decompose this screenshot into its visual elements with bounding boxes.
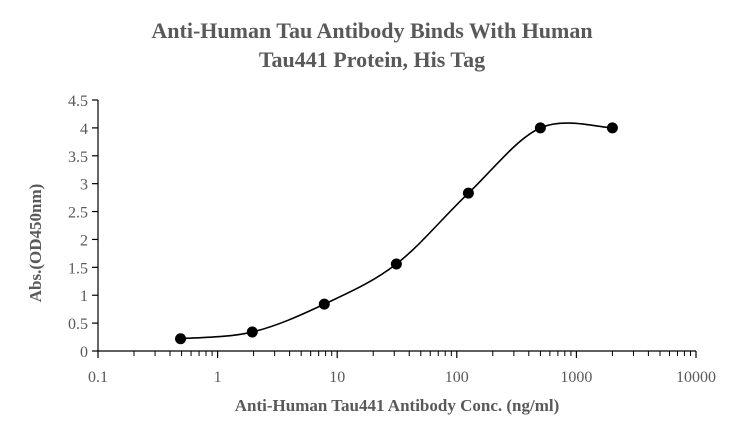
data-point bbox=[390, 258, 402, 270]
y-tick-label: 1.5 bbox=[68, 260, 88, 277]
y-tick-label: 0 bbox=[80, 344, 88, 361]
x-tick-label: 100 bbox=[445, 369, 469, 386]
x-tick-label: 10000 bbox=[676, 369, 716, 386]
y-tick-label: 4.5 bbox=[68, 93, 88, 110]
y-tick-label: 0.5 bbox=[68, 316, 88, 333]
y-tick-label: 4 bbox=[80, 121, 88, 138]
x-tick-label: 1000 bbox=[560, 369, 592, 386]
data-point bbox=[246, 326, 258, 338]
y-tick-label: 1 bbox=[80, 288, 88, 305]
data-point bbox=[606, 122, 618, 134]
y-tick-label: 3.5 bbox=[68, 149, 88, 166]
y-tick-label: 2.5 bbox=[68, 205, 88, 222]
x-tick-label: 10 bbox=[329, 369, 345, 386]
y-axis-title: Abs.(OD450nm) bbox=[26, 184, 45, 303]
chart-title-line-2: Tau441 Protein, His Tag bbox=[259, 47, 485, 72]
data-point bbox=[175, 333, 187, 345]
chart-title-line-1: Anti-Human Tau Antibody Binds With Human bbox=[151, 18, 592, 43]
y-tick-label: 2 bbox=[80, 232, 88, 249]
x-tick-label: 0.1 bbox=[88, 369, 108, 386]
data-point bbox=[318, 298, 330, 310]
series-line bbox=[180, 122, 613, 340]
y-axis: 0 0.5 1 1.5 2 2.5 3 3.5 4 4.5 bbox=[68, 93, 99, 361]
data-series bbox=[175, 122, 618, 345]
data-point bbox=[462, 187, 474, 199]
x-tick-label: 1 bbox=[214, 369, 222, 386]
y-tick-label: 3 bbox=[80, 177, 88, 194]
x-axis: 0.1 1 10 100 1000 10000 bbox=[88, 350, 716, 386]
data-point bbox=[534, 122, 546, 134]
x-axis-title: Anti-Human Tau441 Antibody Conc. (ng/ml) bbox=[235, 396, 560, 415]
